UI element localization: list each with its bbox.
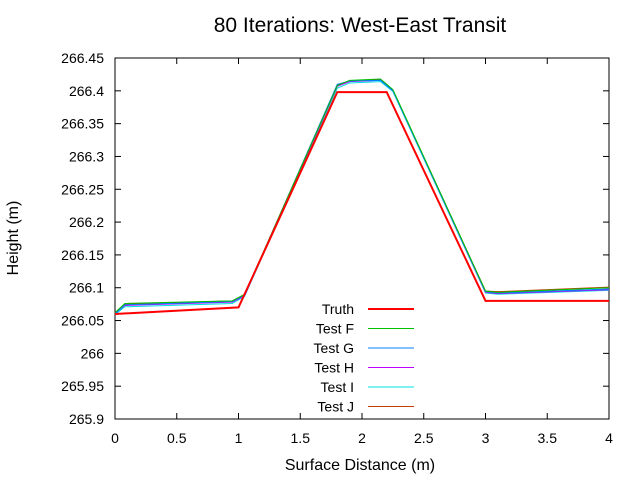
series-line-test-h: [114, 79, 610, 314]
series-line-truth: [114, 91, 609, 315]
y-tick-label: 266: [81, 345, 105, 361]
x-tick-label: 1.5: [291, 430, 311, 446]
x-tick-label: 2.5: [414, 430, 434, 446]
series-line-test-j: [114, 79, 610, 314]
y-tick-label: 266.05: [61, 313, 104, 329]
series-line-test-f: [114, 78, 610, 314]
legend-label: Test G: [314, 340, 354, 356]
x-tick-label: 0.5: [167, 430, 187, 446]
y-tick-label: 266.35: [61, 116, 104, 132]
y-tick-label: 265.9: [69, 411, 104, 427]
y-tick-label: 266.15: [61, 247, 104, 263]
x-tick-label: 3: [482, 430, 490, 446]
y-tick-label: 266.3: [69, 148, 104, 164]
x-tick-label: 4: [605, 430, 613, 446]
y-tick-label: 265.95: [61, 378, 104, 394]
x-tick-label: 0: [111, 430, 119, 446]
y-tick-label: 266.25: [61, 181, 104, 197]
y-tick-label: 266.4: [69, 83, 104, 99]
x-axis-label: Surface Distance (m): [285, 457, 435, 474]
x-tick-label: 2: [358, 430, 366, 446]
y-tick-label: 266.1: [69, 280, 104, 296]
x-tick-label: 1: [235, 430, 243, 446]
legend-label: Test J: [317, 399, 354, 415]
legend-label: Test F: [316, 321, 354, 337]
plot-frame: [114, 57, 610, 420]
legend-label: Test H: [314, 360, 354, 376]
y-tick-label: 266.45: [61, 50, 104, 66]
y-axis-label: Height (m): [5, 201, 22, 276]
series-line-test-i: [114, 81, 610, 316]
y-tick-label: 266.2: [69, 214, 104, 230]
legend-label: Truth: [322, 301, 354, 317]
legend-label: Test I: [321, 379, 354, 395]
series-line-test-g: [114, 79, 610, 315]
chart-title: 80 Iterations: West-East Transit: [214, 14, 507, 37]
x-tick-label: 3.5: [538, 430, 558, 446]
